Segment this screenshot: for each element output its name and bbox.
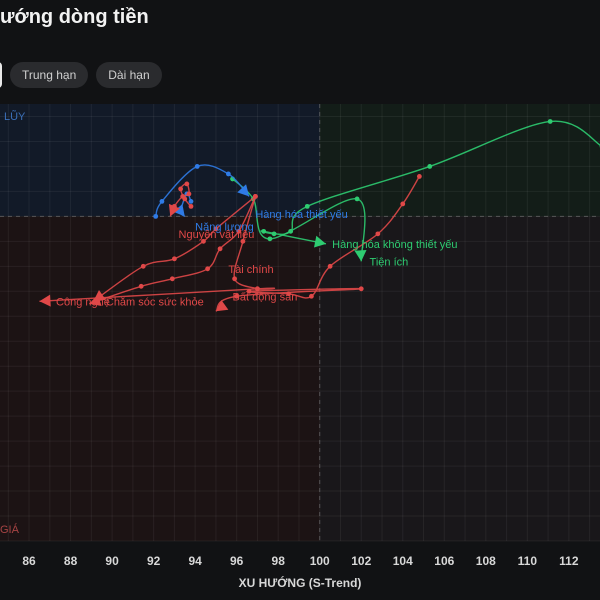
series-arrow-head — [354, 249, 367, 262]
series-point — [309, 293, 314, 299]
page-title: ướng dòng tiền — [0, 6, 149, 28]
series-point — [271, 231, 277, 237]
series-point — [286, 291, 291, 297]
tab-long-term[interactable]: Dài hạn — [96, 62, 162, 88]
x-tick-label: 104 — [393, 554, 413, 568]
series-label: Hàng hóa không thiết yếu — [332, 239, 457, 251]
series-arrow-head — [173, 204, 185, 217]
series-point — [171, 256, 177, 262]
x-tick-label: 88 — [64, 554, 78, 568]
period-tabs: Trung hạn Dài hạn — [0, 62, 162, 88]
series-label: Hàng hóa thiết yếu — [255, 209, 347, 221]
x-tick-label: 100 — [310, 554, 330, 568]
series-point — [240, 238, 246, 244]
series-point — [427, 164, 433, 169]
series-arrow-head — [168, 203, 181, 217]
series-point — [184, 181, 190, 187]
series-point — [255, 286, 260, 292]
series-point — [225, 171, 231, 177]
series-Hàng hóa thiết yếu — [153, 164, 250, 219]
x-tick-label: 110 — [518, 554, 538, 568]
series-point — [304, 203, 310, 209]
series-point — [358, 286, 364, 292]
x-tick-label: 96 — [230, 554, 244, 568]
series-point — [138, 283, 144, 289]
quadrant-top-right — [319, 104, 600, 217]
quadrant-bottom-right — [319, 216, 600, 541]
x-tick-label: 92 — [147, 554, 161, 568]
series-point — [188, 198, 194, 204]
series-point — [375, 231, 381, 237]
series-point — [232, 276, 238, 282]
series-point — [186, 191, 192, 197]
series-label: Bất động sản — [233, 291, 298, 303]
series-point — [252, 193, 258, 199]
series-arrow-head — [313, 235, 326, 248]
quadrant-top-left — [0, 104, 320, 217]
series-line — [93, 195, 256, 302]
series-label: Năng lượng — [195, 221, 254, 233]
series-point — [236, 228, 242, 234]
series-point — [261, 228, 267, 234]
series-label: Chăm sóc sức khỏe — [106, 296, 204, 308]
series-point — [178, 186, 184, 192]
series-label: Tài chính — [228, 264, 273, 276]
series-Bất động sản — [215, 174, 422, 312]
series-point — [140, 263, 146, 269]
series-point — [169, 276, 175, 282]
series-point — [217, 246, 223, 252]
series-point — [234, 293, 240, 299]
series-label: Tiện ích — [370, 256, 409, 268]
x-tick-label: 112 — [559, 554, 579, 568]
x-tick-label: 86 — [22, 554, 36, 568]
series-point — [246, 288, 252, 294]
quadrant-bottom-left — [0, 216, 320, 541]
series-Nguyên vật liệu — [168, 181, 194, 217]
series-arrow-head — [39, 294, 51, 307]
series-Chăm sóc sức khỏe — [89, 193, 258, 306]
series-line — [232, 178, 366, 262]
series-point — [354, 196, 360, 202]
series-arrow-head — [237, 184, 250, 197]
series-point — [400, 201, 406, 207]
series-Công nghệ — [39, 193, 276, 307]
series-point — [159, 198, 165, 204]
series-point — [267, 236, 273, 242]
quadrant-label-bottom-left: GIÁ — [0, 523, 20, 536]
x-tick-label: 106 — [434, 554, 454, 568]
series-label: Công nghệ — [56, 296, 110, 308]
x-tick-label: 108 — [476, 554, 496, 568]
series-arrow-head — [215, 299, 229, 312]
series-point — [327, 263, 333, 269]
x-tick-label: 98 — [272, 554, 286, 568]
series-point — [547, 119, 553, 124]
series-label: Nguyên vật liệu — [179, 229, 255, 241]
x-axis-title: XU HƯỚNG (S-Trend) — [238, 576, 362, 590]
series-point — [153, 213, 159, 219]
quadrant-label-top-left: LŨY — [4, 110, 26, 123]
series-point — [205, 266, 211, 272]
x-tick-label: 90 — [105, 554, 119, 568]
x-tick-label: 94 — [188, 554, 202, 568]
tab-medium-term[interactable]: Trung hạn — [10, 62, 89, 88]
series-point — [201, 238, 206, 244]
series-point — [194, 164, 200, 169]
series-point — [416, 174, 422, 179]
series-point — [180, 193, 186, 199]
series-point — [188, 203, 194, 209]
series-point — [213, 226, 219, 232]
x-tick-label: 102 — [351, 554, 371, 568]
tab-short-term[interactable] — [0, 62, 2, 88]
